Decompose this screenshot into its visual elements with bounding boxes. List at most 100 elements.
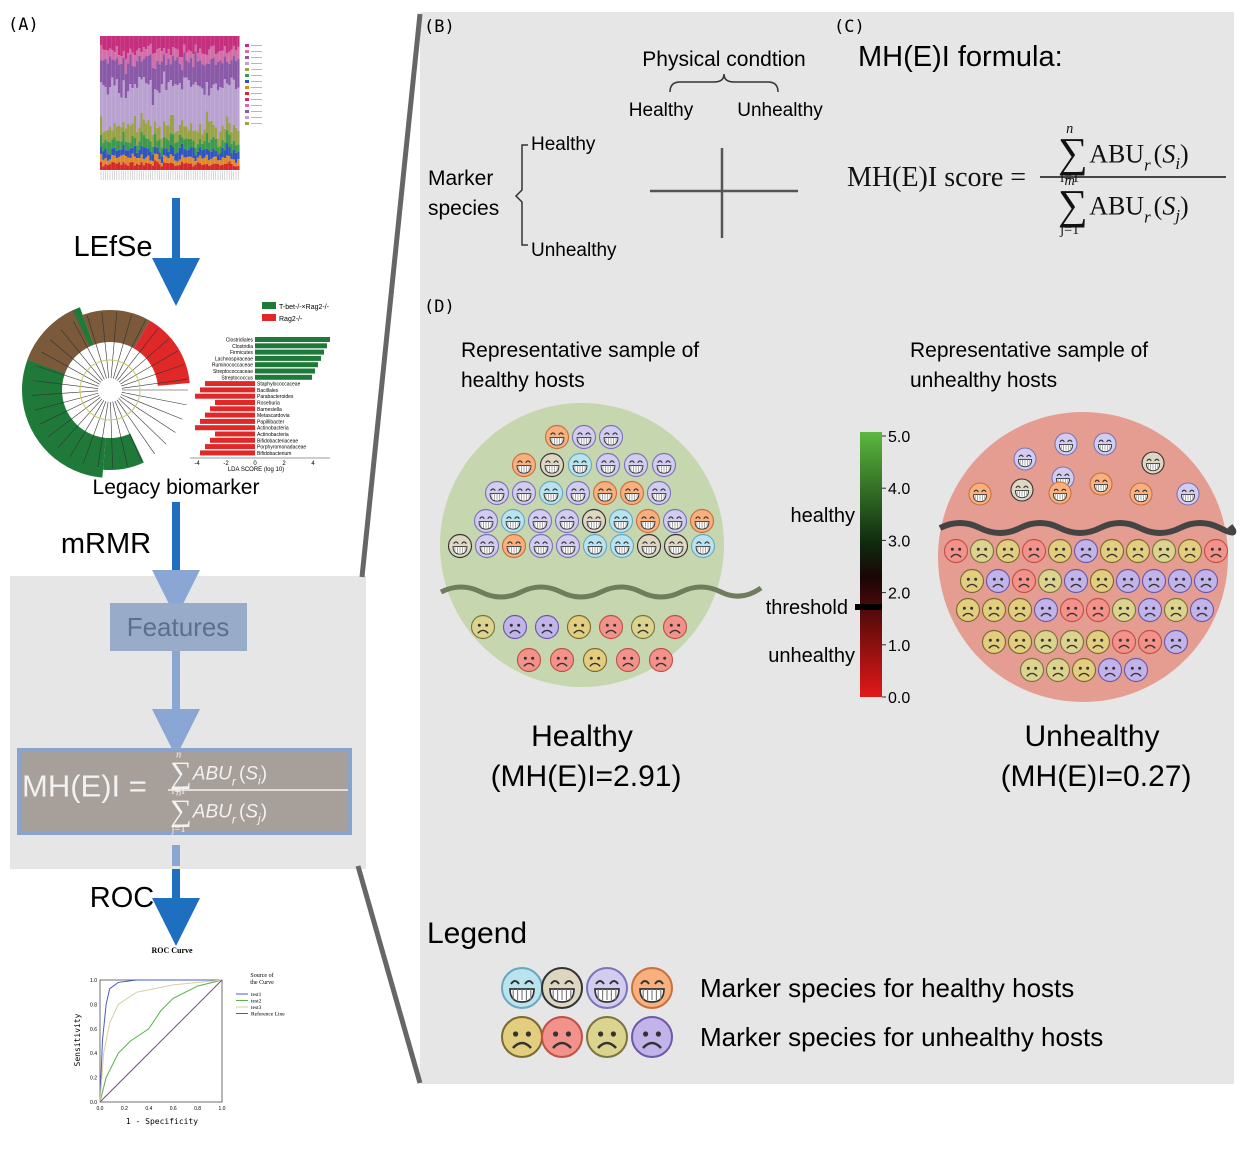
taxon-label: Clostridiales	[226, 338, 254, 344]
healthy-marker-face	[619, 480, 645, 506]
bar-segment	[228, 156, 231, 162]
eye	[1114, 547, 1118, 551]
eye	[696, 541, 710, 545]
healthy-marker-face	[646, 480, 672, 506]
face	[1111, 597, 1137, 623]
bar-segment	[192, 147, 195, 159]
bar-segment	[167, 36, 170, 50]
frown	[1014, 644, 1026, 649]
bar-segment	[212, 36, 215, 46]
clade-branch	[50, 339, 102, 383]
bar-segment	[136, 131, 139, 146]
face	[1163, 597, 1189, 623]
bar-segment	[210, 158, 213, 165]
eye	[549, 623, 553, 627]
healthy-marker-face	[447, 533, 473, 559]
bar-segment	[217, 62, 220, 91]
bar-segment	[210, 36, 213, 47]
roc-curve	[99, 979, 223, 1103]
frown	[1070, 583, 1082, 588]
bar-segment	[118, 64, 121, 94]
paren: )	[1180, 140, 1189, 169]
bar-segment	[163, 48, 166, 55]
formula-lhs: MH(E)I score =	[847, 162, 1026, 193]
index: i	[1175, 154, 1180, 173]
bar-segment	[156, 147, 159, 155]
eye	[669, 541, 683, 545]
bar-segment	[219, 60, 222, 87]
face	[1045, 657, 1071, 683]
bar-segment	[194, 164, 197, 170]
bar-segment	[154, 68, 157, 90]
bar-segment	[109, 87, 112, 127]
eye	[1092, 638, 1096, 642]
bar-segment	[165, 90, 168, 126]
bar-segment	[142, 158, 146, 166]
bar-segment	[140, 79, 143, 113]
bar-segment	[192, 158, 195, 167]
frown	[1028, 553, 1040, 558]
clade-branch	[47, 396, 101, 438]
bar-segment	[109, 164, 112, 170]
unhealthy-marker-face	[534, 614, 560, 640]
bar-segment	[210, 164, 213, 170]
bar-segment	[190, 147, 193, 157]
face	[1033, 597, 1059, 623]
frown	[1092, 644, 1104, 649]
panel-label: (C)	[834, 17, 865, 37]
bar-segment	[221, 164, 224, 170]
eye	[1112, 666, 1116, 670]
eye	[1062, 547, 1066, 551]
eye	[1060, 666, 1064, 670]
bar-segment	[212, 163, 215, 170]
bar-segment	[196, 36, 200, 54]
bar-segment	[156, 36, 159, 50]
bar-segment	[230, 153, 233, 160]
sum-sign: ∑	[170, 793, 192, 827]
bar-segment	[178, 57, 182, 65]
bar-segment	[100, 146, 103, 154]
formula-lhs: MH(E)I =	[22, 769, 147, 804]
bar-segment	[165, 148, 168, 157]
bar-segment	[228, 51, 231, 64]
bar-segment	[149, 36, 152, 44]
unhealthy-marker-face	[995, 538, 1021, 564]
taxon-label: Clostridia	[232, 344, 253, 350]
eye	[1070, 577, 1074, 581]
bar-segment	[102, 85, 105, 133]
bar-segment	[205, 154, 209, 164]
frown	[1040, 644, 1052, 649]
bar-segment	[178, 147, 182, 160]
bar-segment	[131, 88, 134, 124]
bar-segment	[127, 91, 130, 124]
bar-segment	[133, 145, 137, 157]
unhealthy-marker-face	[1151, 538, 1177, 564]
healthy-marker-face	[663, 533, 689, 559]
frown	[976, 553, 988, 558]
bar-segment	[226, 130, 229, 144]
bar-segment	[163, 54, 166, 72]
bar-segment	[140, 112, 143, 133]
bar-segment	[194, 130, 197, 148]
frown	[1210, 553, 1222, 558]
unhealthy-marker-face	[1019, 657, 1045, 683]
color-scale	[860, 432, 882, 697]
lda-bar	[255, 374, 312, 380]
eye	[1048, 638, 1052, 642]
eye	[1086, 666, 1090, 670]
bar-segment	[158, 64, 161, 94]
bar-segment	[131, 123, 134, 136]
frown	[1144, 644, 1156, 649]
bar-segment	[104, 158, 107, 165]
scale-tick-label: 4.0	[888, 481, 910, 498]
bar-segment	[187, 156, 191, 164]
unhealthy-marker-face	[470, 614, 496, 640]
tick-label: 0.0	[97, 1106, 104, 1112]
bar-segment	[165, 156, 168, 163]
bar-segment	[145, 123, 148, 139]
bar-segment	[183, 77, 186, 127]
face	[631, 1016, 673, 1058]
healthy-marker-face	[511, 452, 537, 478]
eye	[545, 460, 559, 464]
